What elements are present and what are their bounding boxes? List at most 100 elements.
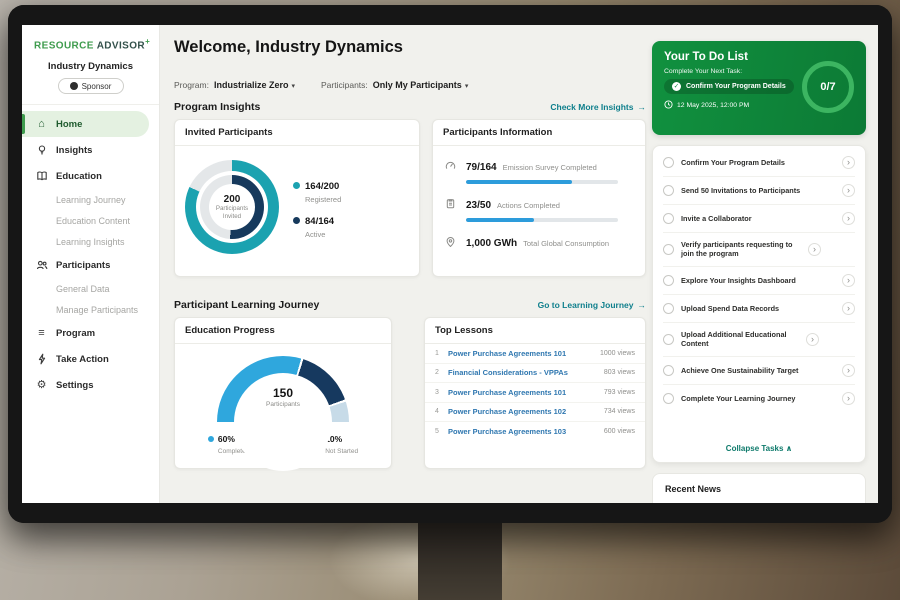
next-task-pill[interactable]: ✓ Confirm Your Program Details <box>664 79 794 94</box>
task-checkbox[interactable] <box>663 333 674 345</box>
lesson-link[interactable]: Power Purchase Agreements 101 <box>448 387 567 397</box>
org-name: Industry Dynamics <box>48 61 133 73</box>
sidebar-item-label: Education <box>56 170 102 182</box>
next-task-label: Confirm Your Program Details <box>686 83 786 90</box>
clipboard-icon <box>445 195 458 222</box>
sidebar-item-take-action[interactable]: Take Action <box>22 346 149 372</box>
sidebar-item-education-content[interactable]: Education Content <box>22 210 149 231</box>
task-row[interactable]: Confirm Your Program Details › <box>663 149 855 177</box>
chevron-right-icon[interactable]: › <box>842 273 855 287</box>
sidebar-item-insights[interactable]: Insights <box>22 137 149 163</box>
info-value: 1,000 GWh <box>466 238 518 249</box>
task-row[interactable]: Send 50 Invitations to Participants › <box>663 177 855 205</box>
check-more-insights-link[interactable]: Check More Insights → <box>550 102 646 112</box>
sidebar-item-education[interactable]: Education <box>22 163 149 189</box>
chevron-right-icon[interactable]: › <box>842 184 855 197</box>
task-checkbox[interactable] <box>663 392 674 404</box>
program-filter-value[interactable]: Industrialize Zero <box>213 80 289 90</box>
task-checkbox[interactable] <box>663 364 674 376</box>
sidebar-item-home[interactable]: ⌂ Home <box>22 111 149 138</box>
education-gauge-wrap: 150 Participants <box>217 356 349 471</box>
go-to-learning-journey-link[interactable]: Go to Learning Journey → <box>537 300 646 310</box>
sidebar-item-label: Manage Participants <box>56 304 139 315</box>
section-title: Participant Learning Journey <box>174 299 320 311</box>
lesson-rank: 3 <box>435 388 439 396</box>
task-row[interactable]: Upload Additional Educational Content › <box>663 323 855 357</box>
sponsor-icon <box>69 82 78 91</box>
chevron-right-icon[interactable]: › <box>842 363 855 377</box>
lesson-rank: 5 <box>435 428 439 436</box>
filter-bar: Program: Industrialize Zero ▾ Participants… <box>174 75 468 93</box>
task-checkbox[interactable] <box>663 243 674 255</box>
task-checkbox[interactable] <box>663 274 674 286</box>
due-date: 12 May 2025, 12:00 PM <box>664 100 854 111</box>
chevron-right-icon[interactable]: › <box>842 156 855 169</box>
sidebar-item-manage-participants[interactable]: Manage Participants <box>22 299 149 320</box>
legend-item-registered: 164/200 Registered <box>293 176 341 204</box>
chevron-down-icon: ▾ <box>464 83 469 90</box>
sidebar-item-general-data[interactable]: General Data <box>22 278 149 299</box>
todo-task-list: Confirm Your Program Details › Send 50 I… <box>652 145 866 463</box>
legend-label: Not Started <box>325 448 359 455</box>
todo-progress-ring: 0/7 <box>802 61 854 113</box>
chevron-right-icon[interactable]: › <box>842 301 855 315</box>
lesson-row: 2 Financial Considerations - VPPAs 803 v… <box>425 364 645 383</box>
program-filter[interactable]: Program: Industrialize Zero ▾ <box>174 75 295 93</box>
sidebar-item-program[interactable]: ≡ Program <box>22 320 149 346</box>
task-checkbox[interactable] <box>663 185 674 196</box>
sidebar-item-participants[interactable]: Participants <box>22 252 149 278</box>
task-label: Confirm Your Program Details <box>681 157 785 167</box>
lesson-link[interactable]: Financial Considerations - VPPAs <box>448 368 568 378</box>
lesson-link[interactable]: Power Purchase Agreements 102 <box>448 407 567 417</box>
lesson-row: 1 Power Purchase Agreements 101 1000 vie… <box>425 344 645 364</box>
lesson-row: 3 Power Purchase Agreements 101 793 view… <box>425 383 645 403</box>
sidebar-item-settings[interactable]: ⚙ Settings <box>22 372 149 398</box>
lesson-link[interactable]: Power Purchase Agreements 101 <box>448 348 567 358</box>
participants-filter-label: Participants: <box>321 80 368 90</box>
sidebar: RESOURCE ADVISOR+ Industry Dynamics Spon… <box>22 25 160 503</box>
lesson-views: 793 views <box>603 388 635 396</box>
task-label: Send 50 Invitations to Participants <box>681 185 801 195</box>
chevron-right-icon[interactable]: › <box>842 391 855 405</box>
legend-label: Active <box>305 229 326 239</box>
sidebar-item-label: Home <box>56 118 83 130</box>
lesson-row: 4 Power Purchase Agreements 102 734 view… <box>425 403 645 422</box>
top-lessons-card: Top Lessons 1 Power Purchase Agreements … <box>424 317 646 469</box>
task-row[interactable]: Upload Spend Data Records › <box>663 295 855 323</box>
task-checkbox[interactable] <box>663 157 674 168</box>
task-checkbox[interactable] <box>663 213 674 224</box>
task-row[interactable]: Explore Your Insights Dashboard › <box>663 267 855 295</box>
lesson-link[interactable]: Power Purchase Agreements 103 <box>448 427 567 437</box>
sidebar-item-learning-insights[interactable]: Learning Insights <box>22 231 149 252</box>
program-filter-label: Program: <box>174 80 209 90</box>
sidebar-item-learning-journey[interactable]: Learning Journey <box>22 189 149 210</box>
task-label: Explore Your Insights Dashboard <box>681 275 796 285</box>
participants-filter-value[interactable]: Only My Participants <box>372 80 462 90</box>
task-row[interactable]: Invite a Collaborator › <box>663 205 855 233</box>
chevron-right-icon[interactable]: › <box>842 212 855 225</box>
list-icon: ≡ <box>38 326 45 339</box>
todo-title: Your To Do List <box>664 51 748 63</box>
todo-summary-card: Your To Do List Complete Your Next Task:… <box>652 41 866 135</box>
gear-icon: ⚙ <box>36 378 47 391</box>
education-progress-card: Education Progress 150 Participants 60% … <box>174 317 392 471</box>
participants-filter[interactable]: Participants: Only My Participants ▾ <box>321 75 468 93</box>
task-row[interactable]: Complete Your Learning Journey › <box>663 385 855 412</box>
participants-information-card: Participants Information 79/164 Emission … <box>432 119 646 277</box>
task-row[interactable]: Achieve One Sustainability Target › <box>663 357 855 385</box>
chevron-right-icon[interactable]: › <box>808 242 821 256</box>
legend-label: Completed <box>217 448 250 455</box>
card-title: Invited Participants <box>175 120 419 146</box>
learning-journey-header: Participant Learning Journey Go to Learn… <box>174 299 646 311</box>
meter-icon <box>445 157 458 184</box>
info-row-actions: 23/50 Actions Completed <box>433 184 645 222</box>
clock-icon <box>664 100 673 111</box>
collapse-tasks-link[interactable]: Collapse Tasks ∧ <box>725 444 793 453</box>
todo-subtitle: Complete Your Next Task: <box>664 68 743 75</box>
sidebar-item-label: Take Action <box>56 353 109 365</box>
chevron-right-icon[interactable]: › <box>806 332 819 346</box>
task-row[interactable]: Verify participants requesting to join t… <box>663 233 855 267</box>
task-checkbox[interactable] <box>663 302 674 314</box>
sponsor-label: Sponsor <box>81 81 112 91</box>
page-title: Welcome, Industry Dynamics <box>174 38 403 56</box>
